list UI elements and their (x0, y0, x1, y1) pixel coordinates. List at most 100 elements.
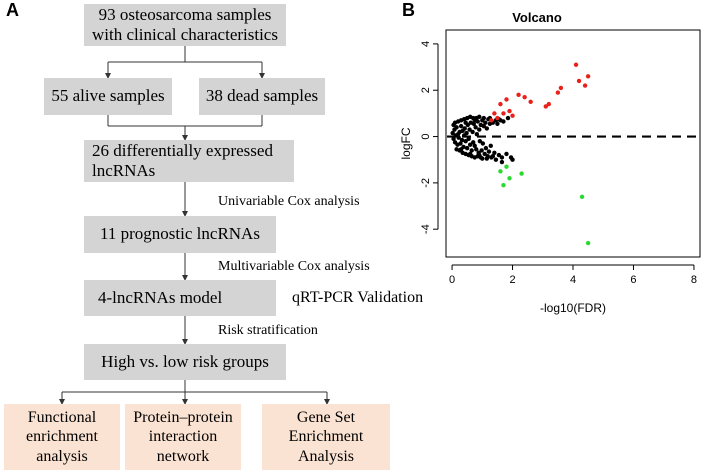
point-not-significant (458, 123, 464, 129)
point-up (576, 78, 582, 84)
point-not-significant (477, 138, 483, 144)
point-down (501, 182, 506, 188)
point-not-significant (510, 157, 515, 162)
point-up (543, 104, 548, 109)
point-not-significant (490, 154, 496, 159)
point-not-significant (466, 136, 471, 142)
point-not-significant (463, 120, 468, 125)
point-not-significant (462, 126, 467, 131)
box-alive: 55 alive samples (44, 78, 172, 115)
step-validation: qRT-PCR Validation (292, 289, 424, 306)
box-model: 4-lncRNAs model (84, 280, 276, 316)
point-not-significant (484, 156, 490, 161)
point-up (522, 94, 527, 100)
chart-axes: 0 2 4 6 8 -4 -2 0 2 4 (420, 29, 701, 286)
panel-b-letter: B (402, 0, 415, 20)
point-up (504, 97, 509, 102)
point-not-significant (501, 119, 506, 124)
point-up (495, 115, 500, 121)
x-tick-label: 4 (570, 274, 576, 286)
volcano-plot: Volcano 0 2 4 6 8 -4 -2 0 2 4 -log10(FDR) logFC (399, 10, 701, 315)
point-not-significant (454, 125, 459, 130)
point-not-significant (483, 145, 489, 151)
point-not-significant (467, 142, 473, 147)
point-not-significant (481, 123, 486, 129)
point-not-significant (459, 137, 465, 143)
point-up (498, 101, 503, 107)
point-not-significant (488, 143, 493, 149)
point-not-significant (467, 127, 472, 132)
point-not-significant (472, 143, 477, 149)
y-tick-label: 2 (420, 87, 432, 93)
point-not-significant (456, 135, 461, 140)
point-up (516, 92, 521, 98)
point-not-significant (474, 132, 480, 137)
point-not-significant (484, 126, 490, 131)
point-not-significant (486, 149, 492, 154)
point-not-significant (458, 141, 463, 146)
point-not-significant (467, 151, 473, 157)
point-not-significant (470, 129, 475, 135)
x-tick-label: 8 (691, 274, 697, 286)
point-not-significant (481, 115, 486, 121)
point-down (519, 171, 524, 176)
point-not-significant (472, 118, 477, 123)
point-down (507, 176, 512, 181)
point-not-significant (505, 115, 511, 121)
box-ppi-network: Protein–protein interaction network (125, 404, 241, 470)
step-multivariable: Multivariable Cox analysis (218, 259, 370, 274)
point-up (573, 62, 579, 67)
point-up (528, 99, 533, 105)
point-up (489, 118, 494, 123)
point-not-significant (493, 157, 499, 162)
flowchart-connectors (59, 46, 330, 405)
step-univariable: Univariable Cox analysis (218, 194, 360, 209)
point-down (585, 240, 591, 246)
point-up (582, 83, 588, 88)
point-up (507, 108, 512, 114)
point-not-significant (464, 130, 469, 136)
point-not-significant (477, 152, 482, 158)
point-down (498, 169, 503, 174)
box-prognostic: 11 prognostic lncRNAs (84, 216, 276, 253)
y-tick-label: -2 (420, 178, 432, 188)
point-not-significant (477, 127, 482, 132)
point-not-significant (480, 156, 485, 161)
point-up (510, 113, 515, 118)
point-up (546, 101, 552, 107)
box-samples: 93 osteosarcoma samples with clinical ch… (84, 4, 286, 46)
point-not-significant (469, 148, 474, 153)
point-up (558, 85, 564, 91)
data-points (450, 62, 591, 246)
box-functional-enrichment: Functional enrichment analysis (4, 404, 120, 470)
point-up (555, 90, 561, 95)
y-tick-label: 0 (420, 133, 432, 139)
point-not-significant (499, 155, 505, 160)
y-tick-label: 4 (420, 41, 432, 47)
point-not-significant (474, 147, 479, 152)
point-not-significant (477, 114, 482, 120)
chart-title: Volcano (512, 10, 562, 25)
box-gsea: Gene Set Enrichment Analysis (262, 404, 390, 470)
x-tick-label: 6 (630, 274, 636, 286)
point-not-significant (504, 151, 509, 157)
point-up (585, 74, 591, 79)
x-tick-label: 2 (509, 274, 515, 286)
point-not-significant (480, 141, 486, 146)
y-axis-label: logFC (399, 127, 413, 159)
plot-frame (445, 29, 701, 258)
point-not-significant (496, 152, 502, 158)
point-not-significant (471, 121, 477, 127)
step-risk-stratification: Risk stratification (218, 323, 318, 338)
point-not-significant (495, 121, 500, 127)
x-axis-label: -log10(FDR) (540, 301, 606, 315)
point-not-significant (482, 151, 487, 157)
point-not-significant (451, 136, 456, 142)
point-down (579, 194, 585, 199)
box-risk-groups: High vs. low risk groups (84, 344, 286, 380)
point-not-significant (483, 120, 488, 125)
box-dead: 38 dead samples (199, 78, 325, 115)
box-degs: 26 differentially expressed lncRNAs (84, 140, 294, 182)
point-down (504, 164, 509, 169)
